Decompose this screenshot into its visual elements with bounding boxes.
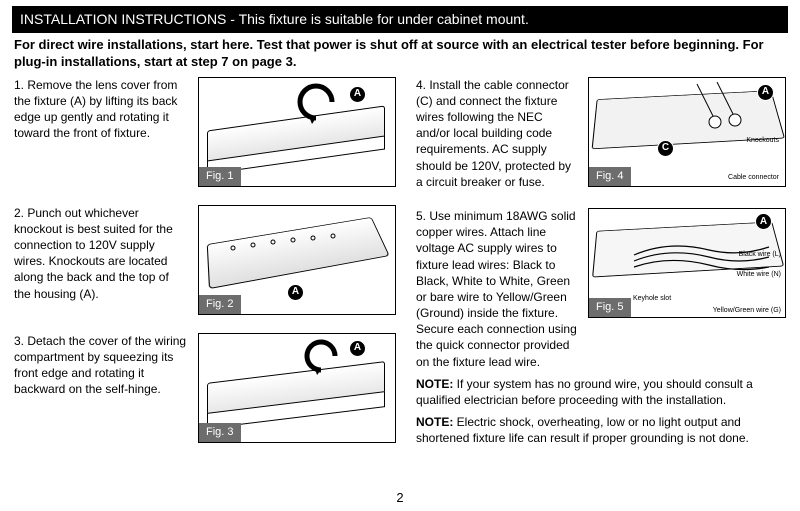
fig-1-label: Fig. 1 xyxy=(199,167,241,186)
intro-text: For direct wire installations, start her… xyxy=(10,37,790,77)
part-label-a: A xyxy=(757,84,774,101)
figure-1: A Fig. 1 xyxy=(198,77,396,187)
note-2: NOTE: Electric shock, overheating, low o… xyxy=(416,414,786,446)
header-bar: INSTALLATION INSTRUCTIONS - This fixture… xyxy=(12,6,788,33)
note-1-text: If your system has no ground wire, you s… xyxy=(416,377,753,407)
right-column: 4. Install the cable connector (C) and c… xyxy=(416,77,786,447)
figure-5: A Keyhole slot Black wire (L) White wire… xyxy=(588,208,786,318)
figure-3: A Fig. 3 xyxy=(198,333,396,443)
black-wire-label: Black wire (L) xyxy=(739,251,781,258)
screws-icon xyxy=(689,82,759,142)
knockouts-label: Knockouts xyxy=(746,136,779,145)
knockouts-icon xyxy=(223,230,373,260)
white-wire-label: White wire (N) xyxy=(737,271,781,278)
step-3-text: 3. Detach the cover of the wiring compar… xyxy=(14,333,188,443)
part-label-c: C xyxy=(657,140,674,157)
step-1-text: 1. Remove the lens cover from the fixtur… xyxy=(14,77,188,187)
part-label-a: A xyxy=(755,213,772,230)
step-5-row: 5. Use minimum 18AWG solid copper wires.… xyxy=(416,208,786,370)
fig-2-label: Fig. 2 xyxy=(199,295,241,314)
step-3-row: 3. Detach the cover of the wiring compar… xyxy=(14,333,396,443)
left-column: 1. Remove the lens cover from the fixtur… xyxy=(14,77,396,447)
note-2-label: NOTE: xyxy=(416,415,453,429)
figure-2: A Fig. 2 xyxy=(198,205,396,315)
columns: 1. Remove the lens cover from the fixtur… xyxy=(10,77,790,447)
fig-3-label: Fig. 3 xyxy=(199,423,241,442)
rotate-arrow-icon xyxy=(301,336,341,376)
step-2-row: 2. Punch out whichever knockout is best … xyxy=(14,205,396,315)
step-4-text: 4. Install the cable connector (C) and c… xyxy=(416,77,578,190)
fig-5-label: Fig. 5 xyxy=(589,298,631,317)
step-5-text: 5. Use minimum 18AWG solid copper wires.… xyxy=(416,208,578,370)
cable-connector-label: Cable connector xyxy=(728,173,779,182)
rotate-arrow-icon xyxy=(294,80,338,124)
keyhole-slot-label: Keyhole slot xyxy=(633,294,671,303)
step-1-row: 1. Remove the lens cover from the fixtur… xyxy=(14,77,396,187)
page-number: 2 xyxy=(396,489,403,507)
part-label-a: A xyxy=(287,284,304,301)
part-label-a: A xyxy=(349,340,366,357)
figure-4: A C Knockouts Cable connector Fig. 4 xyxy=(588,77,786,187)
step-4-row: 4. Install the cable connector (C) and c… xyxy=(416,77,786,190)
note-2-text: Electric shock, overheating, low or no l… xyxy=(416,415,749,445)
step-2-text: 2. Punch out whichever knockout is best … xyxy=(14,205,188,315)
yg-wire-label: Yellow/Green wire (G) xyxy=(713,307,781,314)
header-title: INSTALLATION INSTRUCTIONS - This fixture… xyxy=(20,11,529,27)
fig-4-label: Fig. 4 xyxy=(589,167,631,186)
note-1: NOTE: If your system has no ground wire,… xyxy=(416,376,786,408)
part-label-a: A xyxy=(349,86,366,103)
note-1-label: NOTE: xyxy=(416,377,453,391)
